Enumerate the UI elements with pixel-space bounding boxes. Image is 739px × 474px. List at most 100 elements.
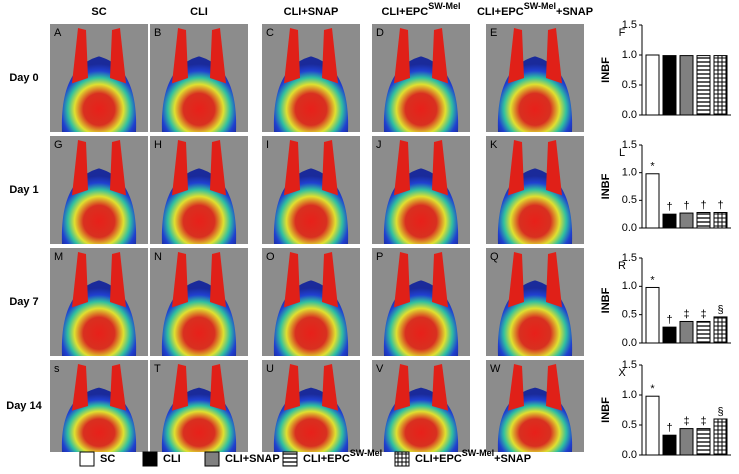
bar: [713, 212, 728, 229]
group-name: CLI+EPCSW-Mel: [381, 1, 460, 18]
perfusion-leg: [110, 28, 126, 84]
legend-swatch: [204, 451, 220, 467]
significance-marker: *: [650, 161, 655, 173]
perfusion-leg: [546, 28, 562, 84]
perfusion-leg: [72, 140, 88, 196]
perfusion-leg: [322, 364, 338, 411]
panel-letter: Q: [490, 251, 499, 263]
bar: [713, 418, 728, 456]
y-tick-label: 0.0: [622, 222, 637, 234]
perfusion-leg: [394, 140, 410, 196]
perfusion-leg: [322, 252, 338, 308]
group-name: SC: [91, 6, 106, 18]
group-name: CLI+EPCSW-Mel: [303, 448, 382, 465]
bar: [679, 320, 694, 344]
perfusion-leg: [508, 140, 524, 196]
bar: [696, 55, 711, 116]
group-name: CLI: [163, 453, 181, 465]
panel-letter: W: [490, 363, 501, 375]
bar: [645, 286, 660, 344]
perfusion-leg: [284, 364, 300, 411]
group-name: CLI+SNAP: [284, 6, 339, 18]
name-part: SC: [100, 453, 115, 465]
group-name: CLI+EPCSW-Mel+SNAP: [477, 1, 593, 18]
name-part: SW-Mel: [462, 448, 494, 458]
perfusion-leg: [508, 28, 524, 84]
perfusion-leg: [72, 28, 88, 84]
bar: [645, 395, 660, 456]
perfusion-leg: [72, 364, 88, 411]
name-part: +SNAP: [494, 453, 531, 465]
panel-letter: N: [154, 251, 162, 263]
perfusion-leg: [210, 28, 226, 84]
perfusion-leg: [394, 364, 410, 411]
name-part: CLI+EPC: [381, 6, 428, 18]
name-part: SW-Mel: [350, 448, 382, 458]
y-axis-label: INBF: [600, 287, 612, 313]
name-part: CLI+EPC: [477, 6, 524, 18]
group-name: CLI: [190, 6, 208, 18]
panel-letter: L: [619, 147, 625, 159]
bar: [696, 428, 711, 456]
panel-letter: J: [376, 139, 382, 151]
perfusion-leg: [508, 364, 524, 411]
perfusion-leg: [546, 364, 562, 411]
bar: [713, 55, 728, 116]
perfusion-leg: [172, 28, 188, 84]
panel-letter: E: [490, 27, 497, 39]
legend-swatch: [79, 451, 95, 467]
row-label: Day 7: [9, 296, 38, 308]
legend-swatch: [394, 451, 410, 467]
significance-marker: ‡: [683, 416, 689, 428]
significance-marker: †: [666, 314, 672, 326]
y-axis-label: INBF: [600, 57, 612, 83]
y-axis-label: INBF: [600, 397, 612, 423]
significance-marker: †: [666, 201, 672, 213]
group-name: CLI+EPCSW-Mel+SNAP: [415, 448, 531, 465]
panel-letter: R: [618, 260, 626, 272]
y-tick-label: 0.5: [622, 194, 637, 206]
y-tick-label: 1.5: [622, 359, 637, 371]
panel-letter: s: [54, 363, 60, 375]
y-tick-label: 1.5: [622, 19, 637, 31]
bar: [696, 320, 711, 344]
y-tick-label: 1.5: [622, 139, 637, 151]
panel-letter: D: [376, 27, 384, 39]
y-axis-label: INBF: [600, 173, 612, 199]
row-label: Day 1: [9, 184, 38, 196]
name-part: SW-Mel: [524, 1, 556, 11]
row-label: Day 14: [6, 400, 42, 412]
perfusion-leg: [210, 252, 226, 308]
panel-letter: M: [54, 251, 63, 263]
significance-marker: §: [717, 304, 723, 316]
significance-marker: ‡: [700, 416, 706, 428]
legend-swatch: [142, 451, 158, 467]
perfusion-leg: [432, 140, 448, 196]
perfusion-leg: [546, 140, 562, 196]
panel-letter: G: [54, 139, 63, 151]
group-name: SC: [100, 453, 115, 465]
y-tick-label: 1.0: [622, 49, 637, 61]
panel-letter: K: [490, 139, 498, 151]
significance-marker: *: [650, 383, 655, 395]
perfusion-leg: [394, 28, 410, 84]
bar: [679, 55, 694, 116]
perfusion-leg: [322, 28, 338, 84]
panel-letter: P: [376, 251, 383, 263]
name-part: CLI+SNAP: [225, 453, 280, 465]
bar: [662, 326, 677, 344]
perfusion-leg: [284, 252, 300, 308]
group-name: CLI+SNAP: [225, 453, 280, 465]
panel-letter: I: [266, 139, 269, 151]
bar: [713, 316, 728, 344]
significance-marker: †: [666, 422, 672, 434]
legend-swatch: [282, 451, 298, 467]
y-tick-label: 0.0: [622, 109, 637, 121]
perfusion-leg: [508, 252, 524, 308]
row-label: Day 0: [9, 72, 38, 84]
perfusion-leg: [432, 364, 448, 411]
panel-letter: A: [54, 27, 62, 39]
bar: [696, 212, 711, 229]
name-part: CLI+EPC: [303, 453, 350, 465]
